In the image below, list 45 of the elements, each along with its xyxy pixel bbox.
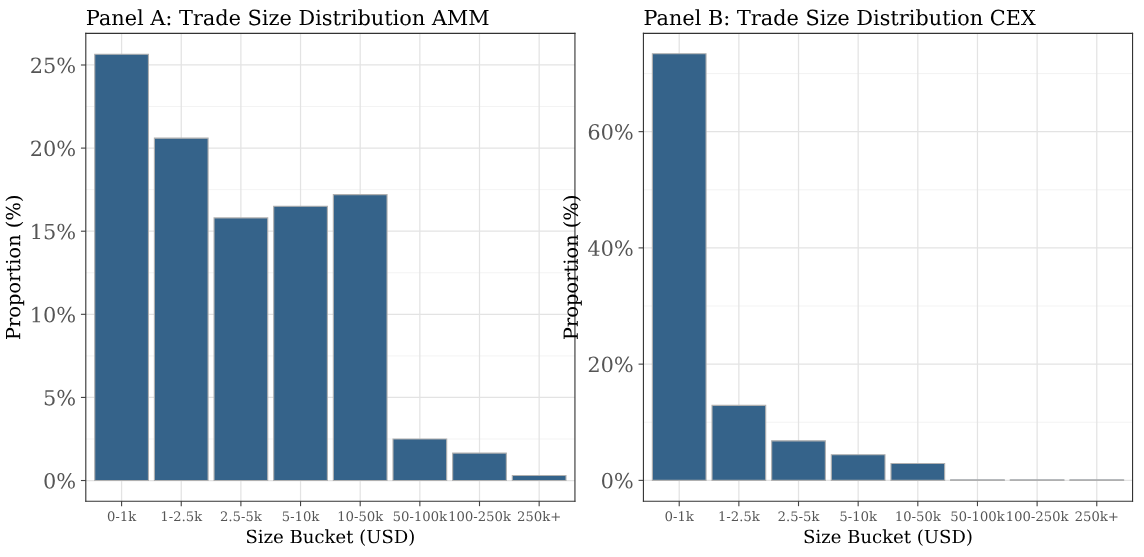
- x-tick-label: 100-250k: [449, 511, 511, 522]
- y-tick-label: 0%: [602, 472, 633, 489]
- y-tick-label: 10%: [32, 306, 75, 323]
- bar: [273, 205, 328, 482]
- y-tick-label: 20%: [588, 356, 633, 373]
- y-tick-label: 40%: [588, 240, 633, 257]
- x-tick-label: 50-100k: [393, 511, 448, 522]
- x-tick-label: 0-1k: [665, 511, 694, 522]
- bar: [94, 53, 149, 482]
- bar: [651, 53, 707, 481]
- bar: [511, 474, 567, 482]
- x-tick-label: 2.5-5k: [220, 511, 262, 522]
- bar: [830, 454, 886, 481]
- bar: [213, 217, 269, 482]
- bar: [771, 440, 826, 481]
- y-axis-title: Proportion (%): [563, 196, 582, 340]
- x-tick-label: 1-2.5k: [161, 511, 203, 522]
- x-tick-label: 1-2.5k: [719, 511, 760, 522]
- y-tick-label: 25%: [31, 57, 75, 74]
- x-tick-label: 5-10k: [840, 511, 878, 522]
- x-axis-title: Size Bucket (USD): [246, 529, 414, 546]
- y-tick-label: 0%: [44, 472, 75, 489]
- y-axis-title: Proportion (%): [5, 196, 25, 340]
- bar: [332, 194, 388, 482]
- bar: [452, 452, 507, 482]
- chart-title: Panel B: Trade Size Distribution CEX: [644, 9, 1036, 26]
- x-tick-label: 250k+: [517, 511, 560, 522]
- bar: [890, 462, 946, 481]
- x-tick-label: 250k+: [1075, 511, 1118, 522]
- x-tick-label: 50-100k: [951, 511, 1005, 522]
- x-tick-label: 100-250k: [1007, 511, 1069, 522]
- y-tick-label: 15%: [32, 223, 75, 240]
- x-axis-title: Size Bucket (USD): [804, 529, 972, 546]
- y-tick-label: 20%: [31, 140, 75, 157]
- bar: [153, 137, 209, 482]
- bar: [392, 438, 448, 482]
- x-tick-label: 2.5-5k: [778, 511, 820, 522]
- chart-title: Panel A: Trade Size Distribution AMM: [86, 9, 489, 26]
- x-tick-label: 10-50k: [896, 511, 941, 522]
- y-tick-label: 5%: [44, 389, 75, 406]
- x-tick-label: 10-50k: [338, 511, 384, 522]
- x-tick-label: 5-10k: [282, 511, 320, 522]
- bar: [711, 404, 767, 481]
- x-tick-label: 0-1k: [107, 511, 137, 522]
- y-tick-label: 60%: [588, 124, 633, 140]
